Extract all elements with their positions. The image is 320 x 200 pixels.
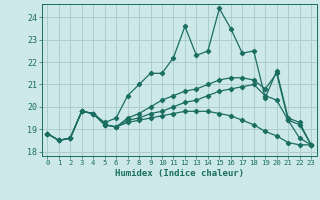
X-axis label: Humidex (Indice chaleur): Humidex (Indice chaleur) bbox=[115, 169, 244, 178]
